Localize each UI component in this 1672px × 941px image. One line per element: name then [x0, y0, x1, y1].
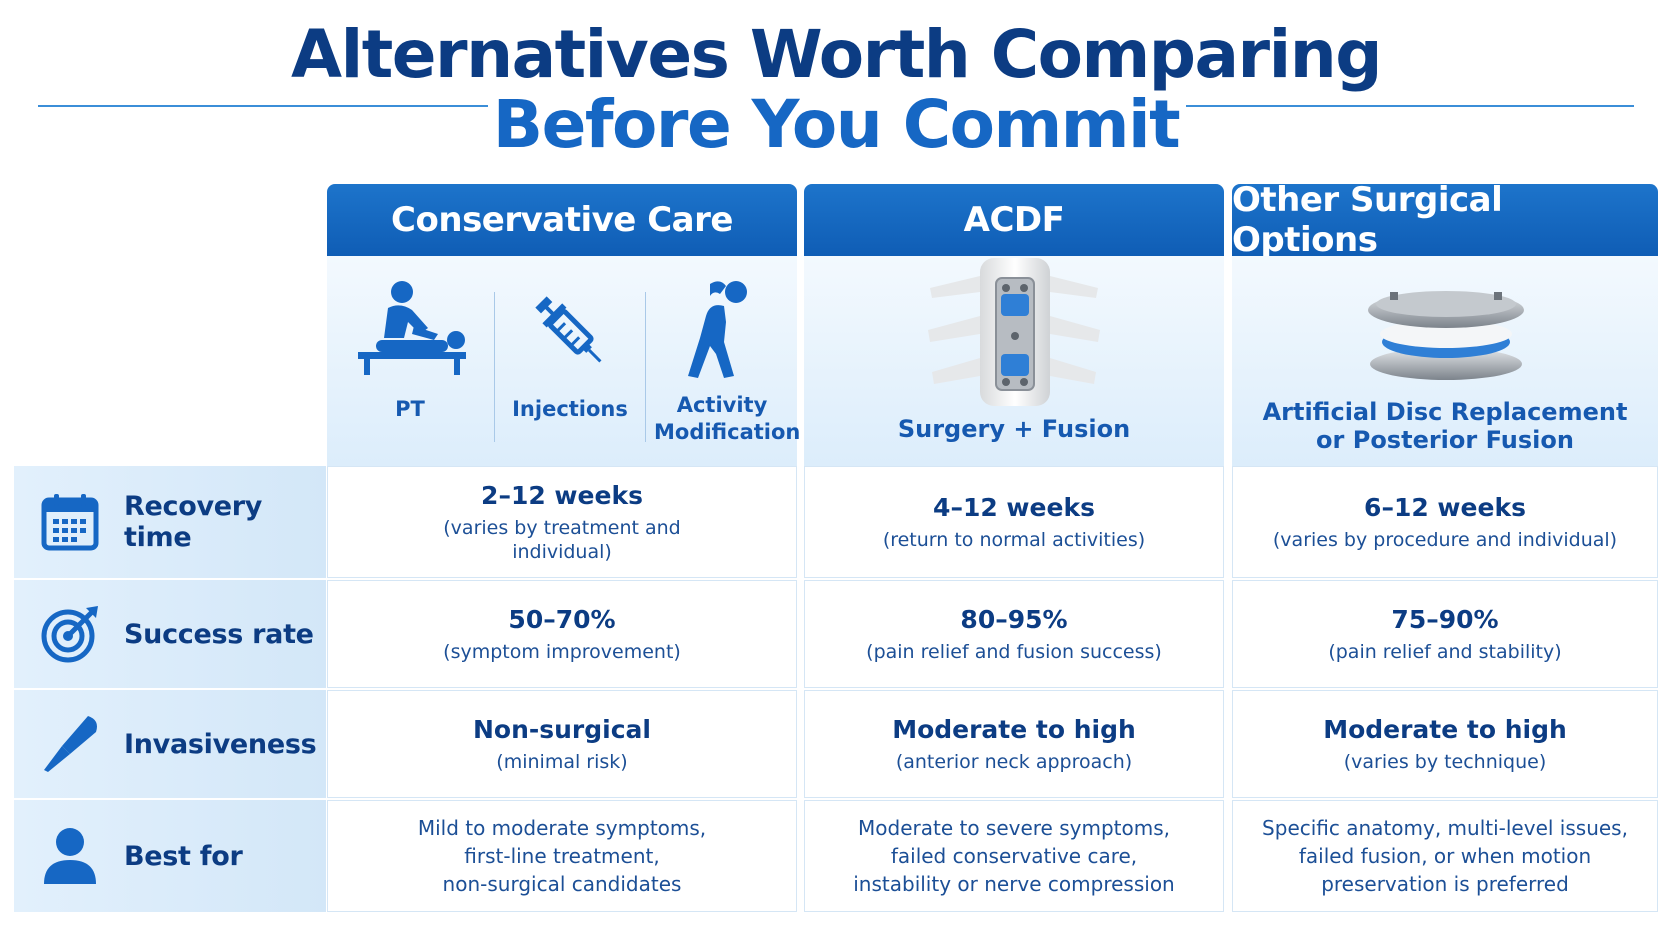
best-for-line: instability or nerve compression: [853, 872, 1175, 896]
best-for-line: Specific anatomy, multi-level issues,: [1262, 816, 1628, 840]
divider: [645, 292, 646, 442]
acdf-caption: Surgery + Fusion: [897, 415, 1131, 443]
cell-value: 80–95%: [960, 604, 1068, 634]
other-surgical-caption-line2: or Posterior Fusion: [1316, 426, 1574, 454]
cell-note: (pain relief and stability): [1328, 640, 1562, 663]
column-header-other-surgical: Other Surgical Options: [1232, 180, 1658, 260]
recovery-time-acdf: 4–12 weeks (return to normal activities): [804, 466, 1224, 578]
cell-note: (varies by technique): [1343, 750, 1547, 773]
option-label-activity-modification: Activity Modification: [654, 393, 801, 444]
cell-note: (return to normal activities): [882, 528, 1146, 551]
best-for-acdf: Moderate to severe symptoms, failed cons…: [804, 800, 1224, 912]
best-for-line: Moderate to severe symptoms,: [858, 816, 1170, 840]
person-icon: [40, 826, 100, 886]
divider: [494, 292, 495, 442]
row-label-text: Recovery time: [124, 491, 263, 553]
cell-value: Moderate to high: [1323, 714, 1567, 744]
column-header-conservative-care: Conservative Care: [327, 184, 797, 256]
syringe-icon: [526, 286, 614, 376]
cell-value: 50–70%: [508, 604, 616, 634]
best-for-line: first-line treatment,: [464, 844, 660, 868]
cell-note: (varies by treatment and individual): [443, 516, 680, 564]
row-label-best-for: Best for: [14, 800, 326, 912]
calendar-icon: [40, 492, 100, 552]
best-for-conservative: Mild to moderate symptoms, first-line tr…: [327, 800, 797, 912]
row-label-text: Success rate: [124, 618, 314, 650]
best-for-line: failed conservative care,: [890, 844, 1138, 868]
other-surgical-caption-line1: Artificial Disc Replacement: [1262, 398, 1628, 426]
cell-value: 2–12 weeks: [481, 480, 643, 510]
cell-value: Non-surgical: [472, 714, 651, 744]
invasiveness-conservative: Non-surgical (minimal risk): [327, 690, 797, 798]
best-for-line: failed fusion, or when motion: [1298, 844, 1592, 868]
cervical-spine-fusion-image: [920, 258, 1106, 408]
best-for-line: preservation is preferred: [1321, 872, 1569, 896]
column-header-acdf: ACDF: [804, 184, 1224, 256]
recovery-time-other: 6–12 weeks (varies by procedure and indi…: [1232, 466, 1658, 578]
row-label-text: Best for: [124, 840, 243, 872]
cell-note: (pain relief and fusion success): [866, 640, 1162, 663]
target-icon: [40, 604, 100, 664]
success-rate-other: 75–90% (pain relief and stability): [1232, 580, 1658, 688]
massage-therapy-icon: [354, 278, 470, 376]
success-rate-acdf: 80–95% (pain relief and fusion success): [804, 580, 1224, 688]
option-label-injections: Injections: [512, 397, 628, 421]
best-for-line: non-surgical candidates: [442, 872, 682, 896]
option-label-pt: PT: [395, 397, 425, 421]
cell-note: (varies by procedure and individual): [1272, 528, 1618, 551]
artificial-disc-image: [1360, 280, 1532, 384]
best-for-other: Specific anatomy, multi-level issues, fa…: [1232, 800, 1658, 912]
cell-note-line: individual): [512, 540, 612, 563]
row-label-success-rate: Success rate: [14, 580, 326, 688]
best-for-line: Mild to moderate symptoms,: [417, 816, 707, 840]
invasiveness-acdf: Moderate to high (anterior neck approach…: [804, 690, 1224, 798]
page-subtitle: Before You Commit: [492, 86, 1181, 163]
page-title: Alternatives Worth Comparing: [291, 16, 1382, 93]
cell-note: (symptom improvement): [443, 640, 681, 663]
row-label-invasiveness: Invasiveness: [14, 690, 326, 798]
cell-value: 6–12 weeks: [1364, 492, 1526, 522]
cell-note-line: (varies by treatment and: [443, 516, 681, 539]
stretching-person-icon: [680, 276, 752, 380]
invasiveness-other: Moderate to high (varies by technique): [1232, 690, 1658, 798]
recovery-time-conservative: 2–12 weeks (varies by treatment and indi…: [327, 466, 797, 578]
row-label-recovery-time: Recovery time: [14, 466, 326, 578]
cell-value: 4–12 weeks: [933, 492, 1095, 522]
cell-note: (anterior neck approach): [895, 750, 1133, 773]
row-label-text: Invasiveness: [124, 728, 317, 760]
title-rule-left: [38, 105, 488, 107]
cell-note: (minimal risk): [496, 750, 628, 773]
title-rule-right: [1186, 105, 1634, 107]
cell-value: 75–90%: [1391, 604, 1499, 634]
success-rate-conservative: 50–70% (symptom improvement): [327, 580, 797, 688]
cell-value: Moderate to high: [892, 714, 1136, 744]
scalpel-icon: [40, 714, 100, 774]
